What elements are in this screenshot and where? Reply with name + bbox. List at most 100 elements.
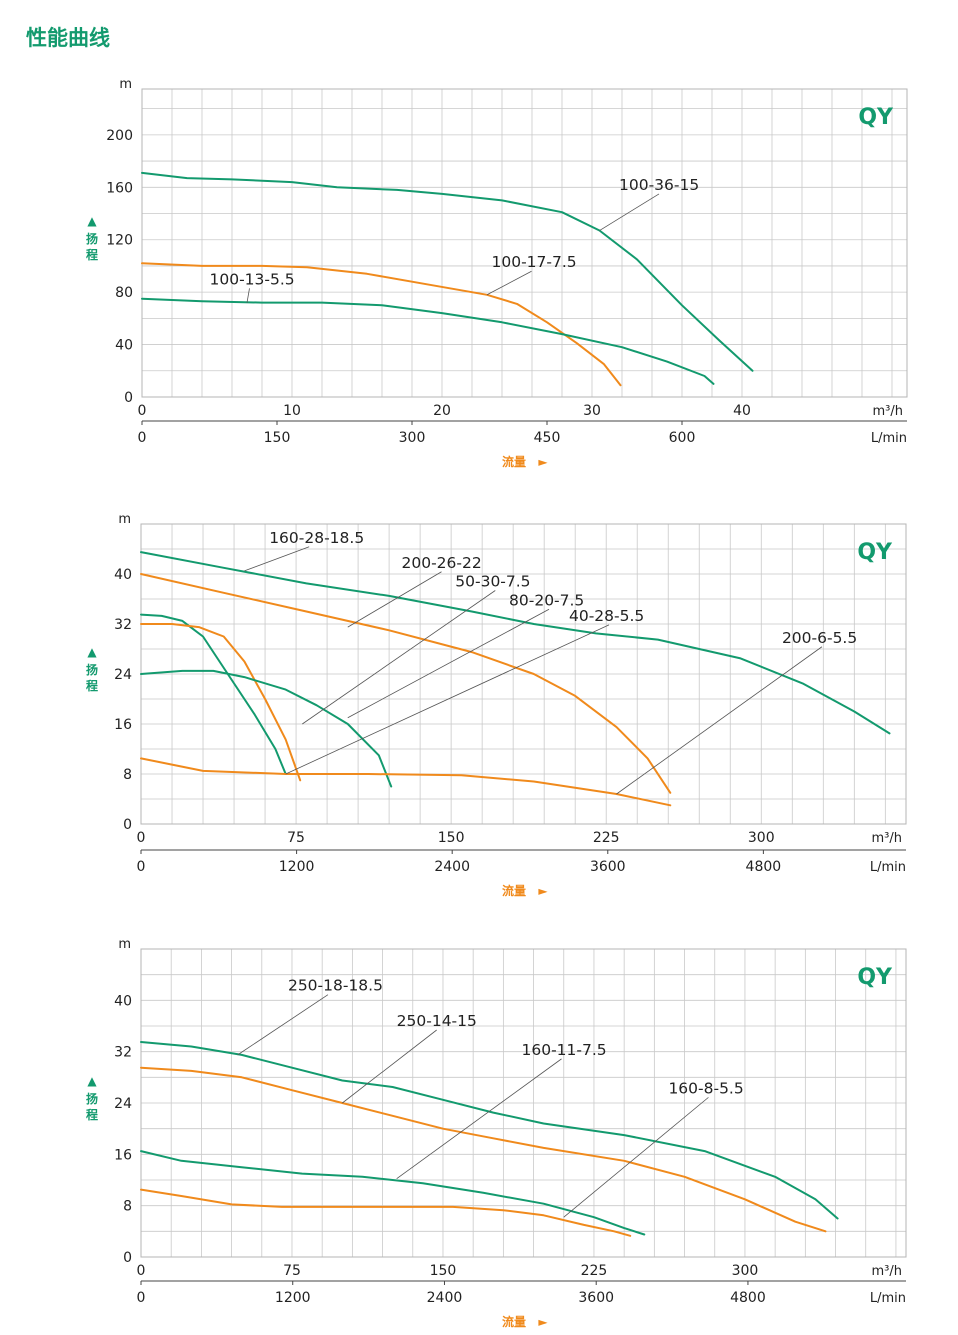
y-axis-label: 扬 [86,1091,98,1106]
x2-tick-label: 0 [137,859,146,875]
x-axis-arrow: ► [538,884,548,898]
x-unit-label: m³/h [872,1264,903,1279]
curve-200-26-22 [140,573,672,794]
model-label: 160-11-7.5 [521,1041,606,1059]
y-axis-label: 程 [86,1107,98,1122]
leader-line [396,1058,562,1180]
x2-tick-label: 2400 [434,859,470,875]
performance-chart-1: 0 40 80 120 160 200 m ▲ 扬程 0 10 20 30 40 m³/h 0 150 300 45… [86,77,908,469]
curve-40-28-5.5 [140,669,393,788]
y-axis-label: 程 [86,247,98,262]
model-label: 100-17-7.5 [492,253,577,271]
y-axis-label: 扬 [86,231,98,246]
model-label: 250-18-18.5 [288,977,383,995]
x-axis-arrow: ► [538,455,548,469]
grid [141,89,907,398]
x2-tick-label: 450 [534,430,561,446]
y-axis-arrow: ▲ [87,645,97,659]
leader-line [347,608,550,719]
leader-line [285,624,610,775]
model-label: 160-8-5.5 [668,1079,743,1097]
leader-line [486,270,532,296]
x-unit-label: m³/h [873,404,904,419]
curve-160-11-7.5 [140,1150,646,1236]
model-label: 100-13-5.5 [210,270,295,288]
x-tick-label: 20 [433,403,451,419]
grid [140,948,906,1258]
brand-label: QY [857,540,893,565]
y-axis-arrow: ▲ [87,214,97,228]
leader-line [563,1097,709,1218]
model-label: 200-6-5.5 [782,629,857,647]
y-axis-label: 程 [86,678,98,693]
curve-50-30-7.5 [140,613,287,775]
x2-tick-label: 0 [137,1290,146,1306]
x-tick-label: 10 [283,403,301,419]
y-tick-label: 80 [115,285,133,301]
x-axis-label: 流量 [502,454,526,469]
x-tick-label: 75 [283,1263,301,1279]
y-tick-label: 16 [114,717,132,733]
x-tick-label: 225 [581,1263,608,1279]
y-tick-label: 200 [106,128,133,144]
model-label: 200-26-22 [402,554,482,572]
y-tick-label: 24 [114,1096,132,1112]
x2-tick-label: 0 [138,430,147,446]
model-label: 40-28-5.5 [569,607,644,625]
x2-tick-label: 3600 [578,1290,614,1306]
y-tick-label: 8 [123,767,132,783]
y-tick-label: 0 [124,390,133,406]
x2-tick-label: 1200 [275,1290,311,1306]
model-label: 100-36-15 [619,176,699,194]
x2-unit-label: L/min [870,860,906,875]
grid [140,523,906,825]
x2-unit-label: L/min [871,431,907,446]
leader-line [244,546,310,572]
leader-line [347,571,442,628]
y-axis-arrow: ▲ [87,1074,97,1088]
x2-tick-label: 4800 [730,1290,766,1306]
y-tick-label: 40 [114,567,132,583]
curve-100-36-15 [141,171,754,372]
plot-frame [140,948,907,1258]
x2-tick-label: 4800 [746,859,782,875]
brand-label: QY [858,105,894,130]
x-tick-label: 300 [732,1263,759,1279]
y-unit-label: m [119,77,132,92]
y-unit-label: m [118,512,131,527]
y-tick-label: 32 [114,617,132,633]
brand-label: QY [857,965,893,990]
x-axis-label: 流量 [502,883,526,898]
x-tick-label: 0 [137,1263,146,1279]
x-tick-label: 300 [748,830,775,846]
y-tick-label: 160 [106,180,133,196]
page-title: 性能曲线 [26,26,110,50]
x-axis-arrow: ► [538,1315,548,1329]
x2-tick-label: 150 [264,430,291,446]
x2-tick-label: 2400 [427,1290,463,1306]
x-tick-label: 30 [583,403,601,419]
performance-chart-3: 0 8 16 24 32 40 m ▲ 扬程 0 75 150 225 300 m³/h 0 1200 2400 3… [86,937,907,1329]
model-label: 160-28-18.5 [269,529,364,547]
x-unit-label: m³/h [872,831,903,846]
model-label: 50-30-7.5 [455,573,530,591]
x2-tick-label: 3600 [590,859,626,875]
y-tick-label: 16 [114,1147,132,1163]
y-tick-label: 8 [123,1199,132,1215]
leader-line [342,1029,437,1104]
x-tick-label: 225 [593,830,620,846]
y-axis-label: 扬 [86,662,98,677]
model-label: 80-20-7.5 [509,591,584,609]
x2-unit-label: L/min [870,1291,906,1306]
y-tick-label: 0 [123,817,132,833]
x-tick-label: 75 [287,830,305,846]
leader-line [302,590,496,725]
x2-tick-label: 300 [399,430,426,446]
leader-line [599,193,660,231]
x-tick-label: 150 [438,830,465,846]
curve-160-28-18.5 [140,551,891,735]
leader-line [246,288,250,303]
x-tick-label: 40 [733,403,751,419]
x-tick-label: 150 [430,1263,457,1279]
curve-250-14-15 [140,1066,827,1233]
